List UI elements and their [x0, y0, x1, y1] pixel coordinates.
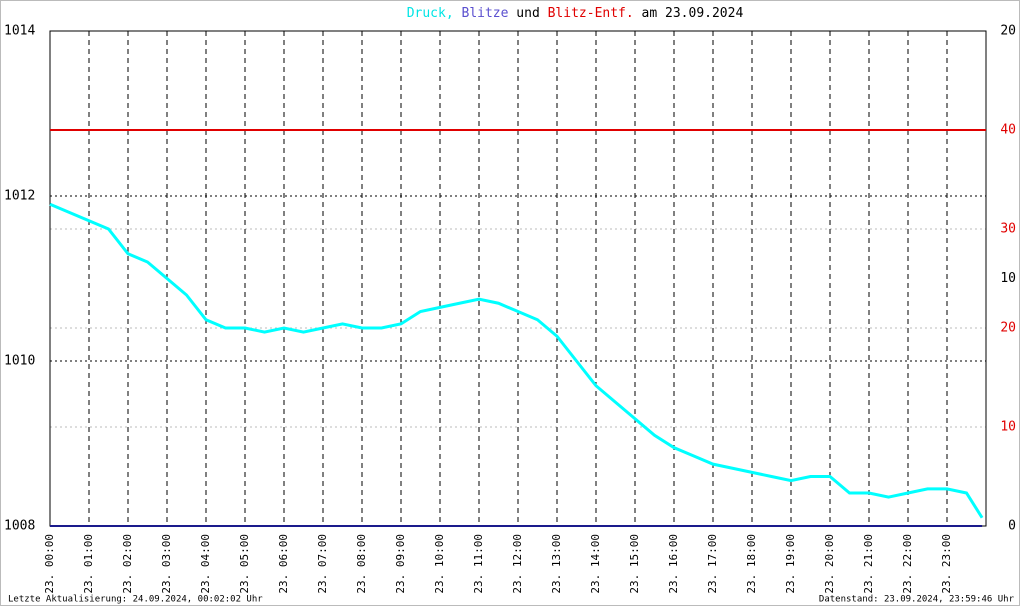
y-tick-label: 1014 — [4, 24, 35, 39]
x-tick-label: 23. 14:00 — [589, 534, 602, 594]
footer-right: Datenstand: 23.09.2024, 23:59:46 Uhr — [819, 595, 1015, 605]
title-part: Blitz-Entf. — [548, 6, 634, 21]
x-tick-label: 23. 05:00 — [238, 534, 251, 594]
x-tick-label: 23. 19:00 — [784, 534, 797, 594]
y3-tick-label: 10 — [1000, 420, 1016, 435]
y2-tick-label: 10 — [1000, 271, 1016, 286]
y2-tick-label: 20 — [1000, 24, 1016, 39]
x-tick-label: 23. 16:00 — [667, 534, 680, 594]
x-tick-label: 23. 15:00 — [628, 534, 641, 594]
title-part: und — [516, 6, 539, 21]
x-tick-label: 23. 04:00 — [199, 534, 212, 594]
x-tick-label: 23. 10:00 — [433, 534, 446, 594]
x-tick-label: 23. 03:00 — [160, 534, 173, 594]
x-tick-label: 23. 09:00 — [394, 534, 407, 594]
x-tick-label: 23. 02:00 — [121, 534, 134, 594]
footer-left: Letzte Aktualisierung: 24.09.2024, 00:02… — [8, 595, 263, 605]
x-tick-label: 23. 00:00 — [43, 534, 56, 594]
y-tick-label: 1012 — [4, 189, 35, 204]
title-part: Blitze — [462, 6, 509, 21]
y-tick-label: 1008 — [4, 519, 35, 534]
y3-tick-label: 40 — [1000, 123, 1016, 138]
x-tick-label: 23. 08:00 — [355, 534, 368, 594]
x-tick-label: 23. 11:00 — [472, 534, 485, 594]
x-tick-label: 23. 06:00 — [277, 534, 290, 594]
x-tick-label: 23. 23:00 — [940, 534, 953, 594]
x-tick-label: 23. 18:00 — [745, 534, 758, 594]
chart-title: Druck, Blitze und Blitz-Entf. am 23.09.2… — [407, 6, 744, 21]
y3-tick-label: 30 — [1000, 222, 1016, 237]
y-tick-label: 1010 — [4, 354, 35, 369]
x-tick-label: 23. 22:00 — [901, 534, 914, 594]
x-tick-label: 23. 13:00 — [550, 534, 563, 594]
y3-tick-label: 20 — [1000, 321, 1016, 336]
data-line — [49, 202, 984, 519]
y2-tick-label: 0 — [1008, 519, 1016, 534]
title-part: am 23.09.2024 — [642, 6, 744, 21]
x-tick-label: 23. 21:00 — [862, 534, 875, 594]
x-tick-label: 23. 07:00 — [316, 534, 329, 594]
title-part: Druck, — [407, 6, 454, 21]
x-tick-label: 23. 12:00 — [511, 534, 524, 594]
x-tick-label: 23. 20:00 — [823, 534, 836, 594]
x-tick-label: 23. 01:00 — [82, 534, 95, 594]
x-tick-label: 23. 17:00 — [706, 534, 719, 594]
